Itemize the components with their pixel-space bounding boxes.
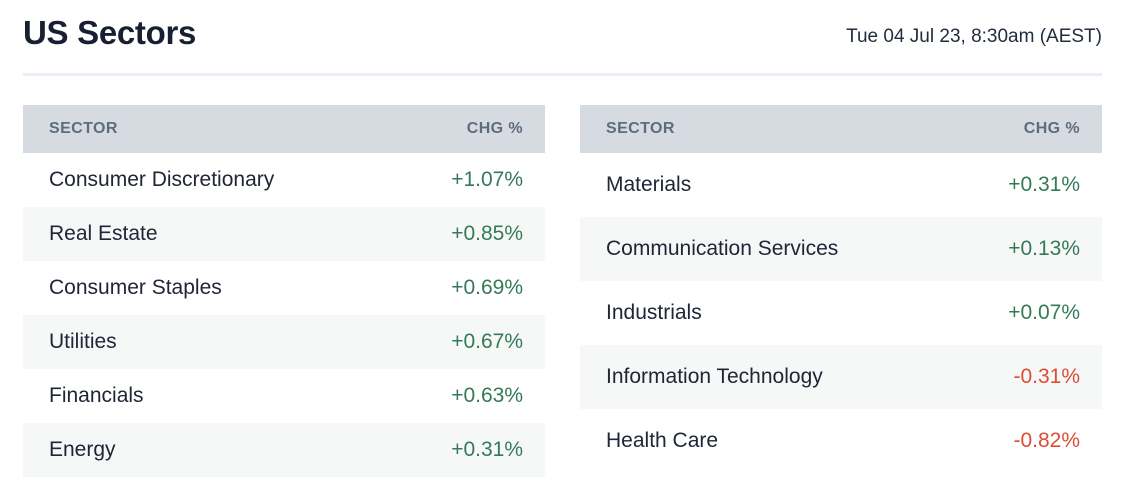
sector-change-value: +0.85% [451, 222, 523, 245]
sector-change-value: +0.67% [451, 330, 523, 353]
sector-change-value: +0.07% [1008, 301, 1080, 324]
header-divider [23, 73, 1102, 76]
sector-name: Information Technology [606, 365, 823, 388]
column-header-sector: SECTOR [606, 120, 675, 137]
sector-change-value: +0.69% [451, 276, 523, 299]
table-row: Real Estate +0.85% [23, 207, 545, 261]
sector-change-value: +0.31% [451, 438, 523, 461]
table-body: Materials +0.31% Communication Services … [580, 153, 1102, 473]
table-row: Utilities +0.67% [23, 315, 545, 369]
sector-name: Consumer Staples [49, 276, 222, 299]
table-row: Industrials +0.07% [580, 281, 1102, 345]
sector-tables: SECTOR CHG % Consumer Discretionary +1.0… [23, 105, 1102, 477]
table-row: Financials +0.63% [23, 369, 545, 423]
sector-name: Real Estate [49, 222, 158, 245]
sector-change-value: +0.31% [1008, 173, 1080, 196]
table-row: Materials +0.31% [580, 153, 1102, 217]
table-body: Consumer Discretionary +1.07% Real Estat… [23, 153, 545, 477]
table-header-row: SECTOR CHG % [23, 105, 545, 153]
page-title: US Sectors [23, 14, 197, 51]
table-row: Communication Services +0.13% [580, 217, 1102, 281]
sector-name: Energy [49, 438, 116, 461]
sector-name: Health Care [606, 429, 719, 452]
sector-change-value: +0.63% [451, 384, 523, 407]
sector-name: Financials [49, 384, 144, 407]
column-header-change: CHG % [466, 120, 523, 137]
timestamp: Tue 04 Jul 23, 8:30am (AEST) [846, 26, 1102, 47]
sector-name: Communication Services [606, 237, 839, 260]
table-header-row: SECTOR CHG % [580, 105, 1102, 153]
table-row: Energy +0.31% [23, 423, 545, 477]
sector-name: Consumer Discretionary [49, 168, 275, 191]
page-header: US Sectors Tue 04 Jul 23, 8:30am (AEST) [23, 14, 1102, 52]
column-header-sector: SECTOR [49, 120, 118, 137]
sector-name: Materials [606, 173, 692, 196]
sector-table-left: SECTOR CHG % Consumer Discretionary +1.0… [23, 105, 545, 477]
sector-change-value: +1.07% [451, 168, 523, 191]
table-row: Health Care -0.82% [580, 409, 1102, 473]
column-header-change: CHG % [1023, 120, 1080, 137]
sector-change-value: -0.82% [1013, 429, 1080, 452]
sector-change-value: +0.13% [1008, 237, 1080, 260]
sector-change-value: -0.31% [1013, 365, 1080, 388]
table-row: Consumer Discretionary +1.07% [23, 153, 545, 207]
sector-name: Industrials [606, 301, 702, 324]
table-row: Information Technology -0.31% [580, 345, 1102, 409]
sector-name: Utilities [49, 330, 117, 353]
table-row: Consumer Staples +0.69% [23, 261, 545, 315]
sector-table-right: SECTOR CHG % Materials +0.31% Communicat… [580, 105, 1102, 477]
